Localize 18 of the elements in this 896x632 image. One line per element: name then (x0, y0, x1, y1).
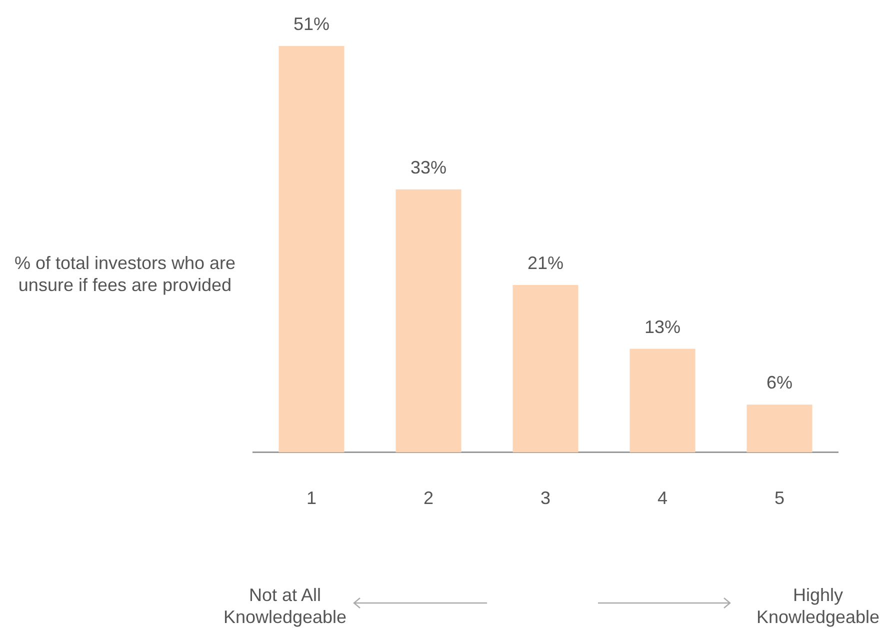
x-tick-label: 4 (657, 488, 668, 508)
bar (630, 348, 696, 452)
data-label: 33% (410, 157, 447, 178)
bar (746, 404, 812, 452)
data-label: 51% (293, 14, 330, 34)
y-axis-title: % of total investors who are unsure if fees are provided (13, 252, 237, 296)
x-tick-label: 5 (774, 488, 785, 508)
x-tick-label: 1 (306, 488, 317, 508)
x-tick-label: 2 (423, 488, 434, 508)
text: Highly Knowledgeable (755, 584, 881, 628)
data-label: 13% (644, 316, 681, 337)
data-label: 21% (527, 253, 564, 274)
text: Not at All Knowledgeable (222, 584, 348, 628)
data-label: 6% (766, 372, 793, 393)
bar (396, 189, 462, 452)
x-tick-label: 3 (540, 488, 551, 508)
bar (512, 285, 578, 452)
bar (278, 46, 344, 452)
